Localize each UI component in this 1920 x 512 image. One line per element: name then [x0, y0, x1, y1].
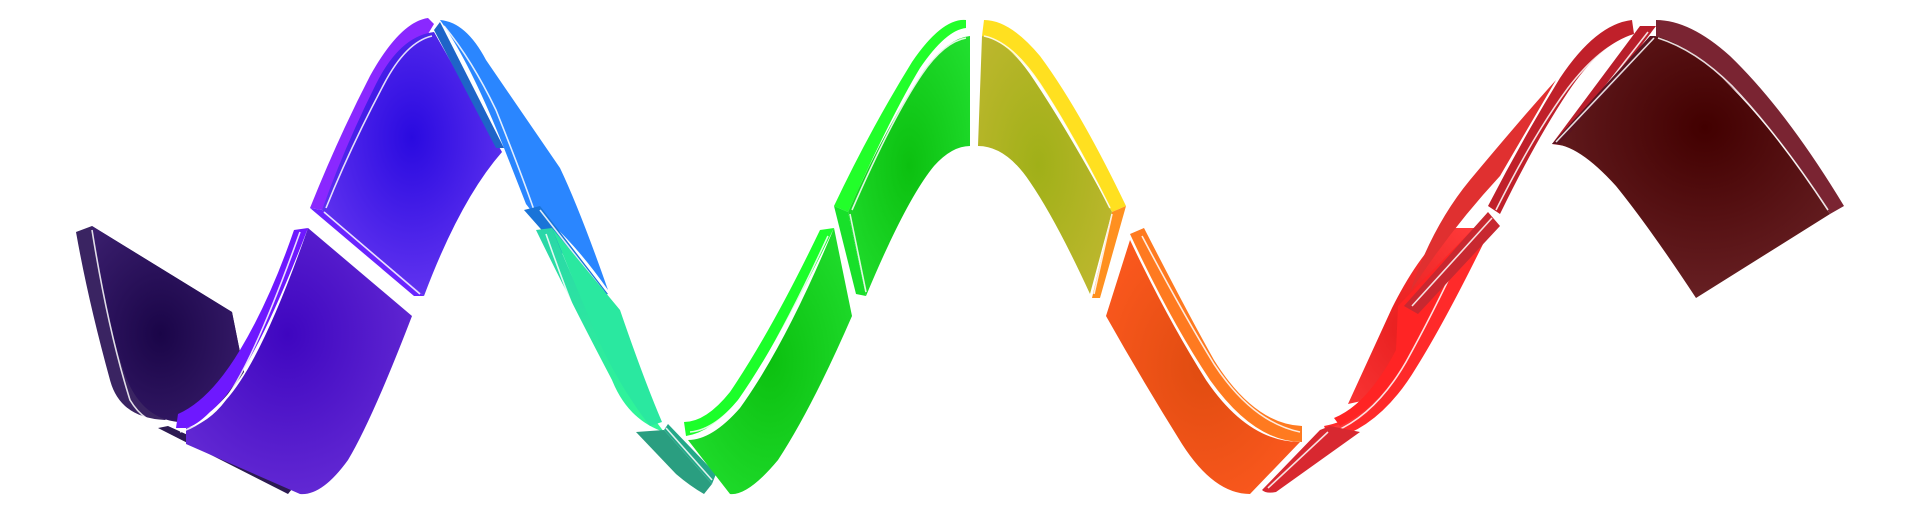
- segment-olive-yellow: [978, 20, 1126, 298]
- segment-crimson: [1404, 20, 1656, 314]
- segment-green: [834, 19, 970, 296]
- segment-teal: [536, 228, 716, 494]
- segment-maroon: [1552, 20, 1844, 298]
- segment-indigo: [310, 18, 502, 296]
- segment-violet: [176, 228, 412, 495]
- segment-green-dark: [684, 228, 852, 495]
- segment-orange: [1106, 228, 1302, 494]
